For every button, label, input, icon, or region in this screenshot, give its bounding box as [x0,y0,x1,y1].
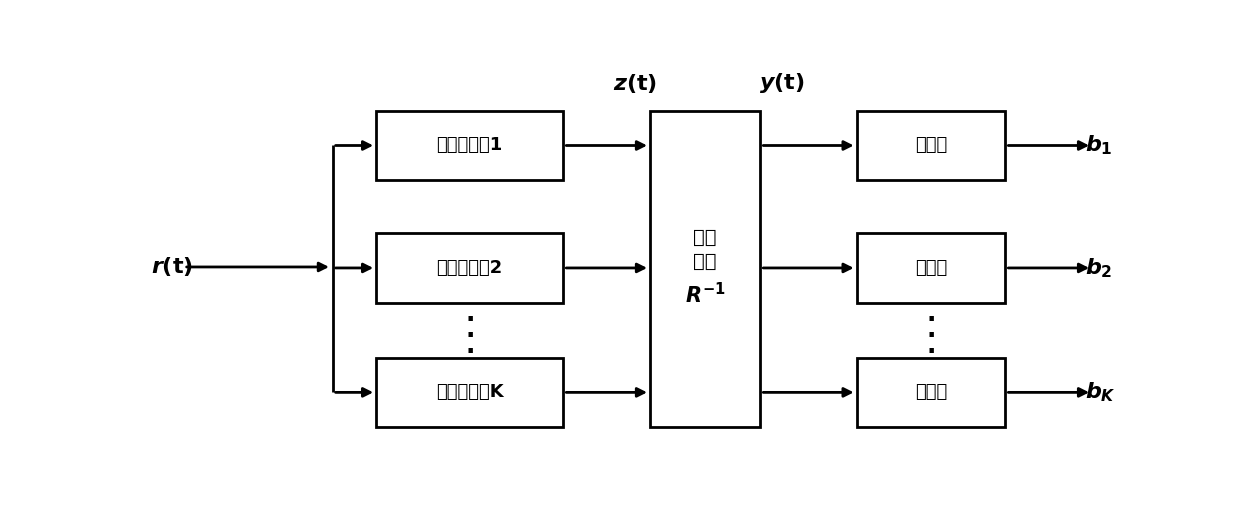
Text: 匹配滤波全2: 匹配滤波全2 [436,259,503,277]
Text: $b_1$: $b_1$ [1085,133,1112,157]
Text: ·: · [926,308,936,332]
Text: 判决器: 判决器 [915,383,947,401]
Bar [376,233,563,303]
Bar [650,111,760,427]
Text: $z\rm{(t)}$: $z\rm{(t)}$ [614,72,657,95]
Bar [376,358,563,427]
Text: 关器: 关器 [693,251,717,270]
Text: 解相: 解相 [693,228,717,247]
Bar [857,233,1006,303]
Text: $y\rm{(t)}$: $y\rm{(t)}$ [759,71,805,95]
Text: $r\mathbf{(t)}$: $r\mathbf{(t)}$ [151,255,193,279]
Text: 匹配滤波全1: 匹配滤波全1 [436,136,503,154]
Text: $b_K$: $b_K$ [1085,380,1116,404]
Text: 匹配滤波全K: 匹配滤波全K [436,383,503,401]
Bar [857,358,1006,427]
Text: $b_2$: $b_2$ [1085,256,1112,280]
Text: $R^{-1}$: $R^{-1}$ [684,282,725,307]
Text: ·: · [465,308,475,332]
Text: ·: · [465,324,475,348]
Text: 判决器: 判决器 [915,136,947,154]
Text: ·: · [926,324,936,348]
Text: ·: · [926,340,936,364]
Bar [376,111,563,180]
Bar [857,111,1006,180]
Text: 判决器: 判决器 [915,259,947,277]
Text: ·: · [465,340,475,364]
